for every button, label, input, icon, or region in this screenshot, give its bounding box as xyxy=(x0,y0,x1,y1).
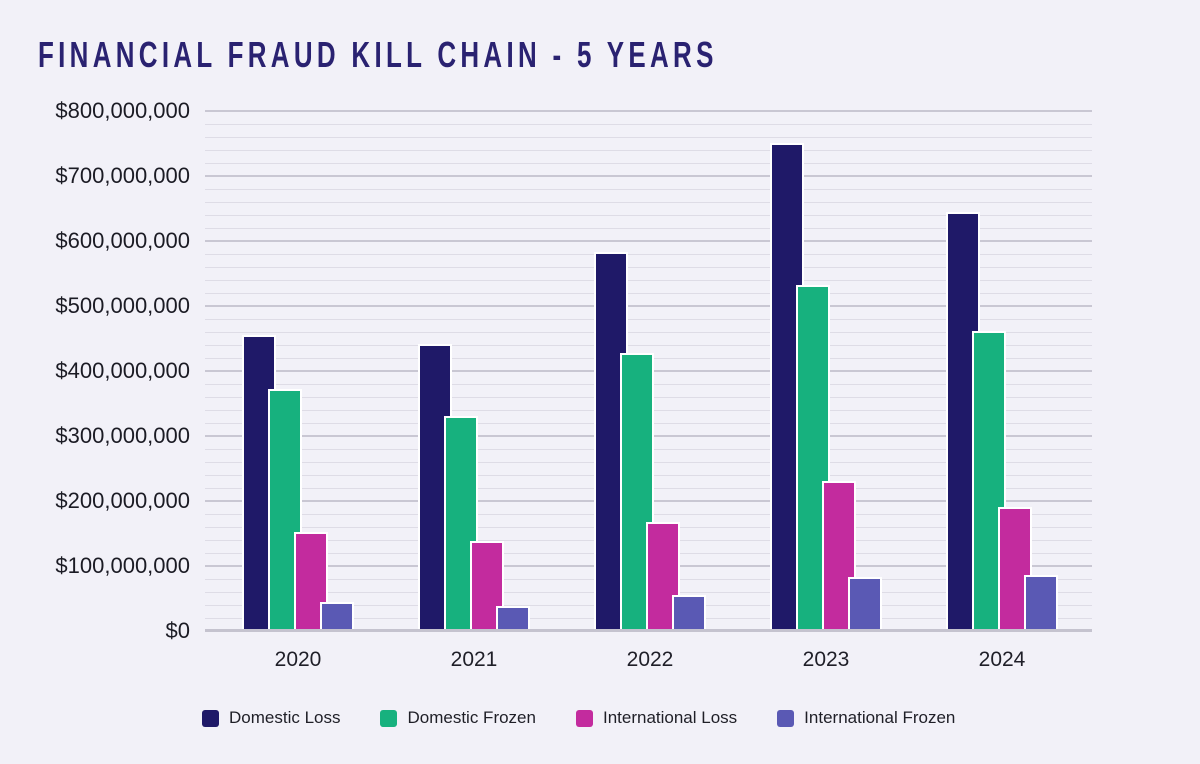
y-axis-tick-label: $300,000,000 xyxy=(55,423,190,448)
bar-international-frozen-2022 xyxy=(672,595,706,631)
bar-international-frozen-2021 xyxy=(496,606,530,631)
y-axis-tick-label: $600,000,000 xyxy=(55,228,190,253)
y-axis: $0 $100,000,000 $200,000,000 $300,000,000 $4… xyxy=(0,98,190,643)
legend-item-international-frozen: International Frozen xyxy=(777,708,955,728)
gridline-minor xyxy=(205,163,1092,164)
gridline-minor xyxy=(205,267,1092,268)
gridline-minor xyxy=(205,124,1092,125)
bar-international-frozen-2020 xyxy=(320,602,354,631)
legend-swatch-domestic-frozen xyxy=(380,709,398,727)
gridline-minor xyxy=(205,332,1092,333)
y-axis-tick-label: $400,000,000 xyxy=(55,358,190,383)
y-axis-tick-label: $200,000,000 xyxy=(55,488,190,513)
gridline-major xyxy=(205,175,1092,177)
x-axis-label-2024: 2024 xyxy=(978,648,1026,671)
legend-label: Domestic Frozen xyxy=(407,708,536,727)
bar-international-loss-2024 xyxy=(998,507,1032,631)
y-axis-tick-label: $100,000,000 xyxy=(55,553,190,578)
legend-label: International Loss xyxy=(602,708,738,727)
x-axis-label-2021: 2021 xyxy=(450,648,498,671)
y-axis-tick-label: $0 xyxy=(165,618,190,643)
page-title: FINANCIAL FRAUD KILL CHAIN - 5 YEARS xyxy=(38,34,718,75)
gridline-minor xyxy=(205,189,1092,190)
legend-swatch-international-loss xyxy=(575,709,593,727)
gridline-minor xyxy=(205,150,1092,151)
gridline-minor xyxy=(205,293,1092,294)
gridline-major xyxy=(205,305,1092,307)
gridline-minor xyxy=(205,345,1092,346)
chart-legend: Domestic Loss Domestic Frozen Internationa… xyxy=(202,708,955,728)
gridline-minor xyxy=(205,254,1092,255)
x-axis-label-2023: 2023 xyxy=(802,648,850,671)
gridline-minor xyxy=(205,319,1092,320)
x-axis-baseline xyxy=(205,629,1092,632)
gridline-minor xyxy=(205,202,1092,203)
gridline-minor xyxy=(205,280,1092,281)
gridline-major xyxy=(205,110,1092,112)
x-axis-label-2020: 2020 xyxy=(274,648,322,671)
bar-domestic-frozen-2021 xyxy=(444,416,478,631)
gridline-minor xyxy=(205,215,1092,216)
gridline-minor xyxy=(205,137,1092,138)
legend-swatch-domestic-loss xyxy=(202,709,219,727)
chart-plot-area xyxy=(205,110,1092,632)
legend-swatch-international-frozen xyxy=(777,709,795,727)
legend-label: International Frozen xyxy=(804,708,956,727)
x-axis: 2020 2021 2022 2023 2024 xyxy=(205,648,1092,678)
y-axis-tick-label: $800,000,000 xyxy=(55,98,190,123)
legend-label: Domestic Loss xyxy=(229,708,341,727)
legend-item-domestic-loss: Domestic Loss xyxy=(202,708,340,728)
y-axis-tick-label: $700,000,000 xyxy=(55,163,190,188)
x-axis-label-2022: 2022 xyxy=(626,648,674,671)
gridline-major xyxy=(205,240,1092,242)
gridline-minor xyxy=(205,228,1092,229)
legend-item-domestic-frozen: Domestic Frozen xyxy=(380,708,536,728)
y-axis-tick-label: $500,000,000 xyxy=(55,293,190,318)
bar-international-frozen-2023 xyxy=(848,577,882,631)
bar-international-frozen-2024 xyxy=(1024,575,1058,631)
legend-item-international-loss: International Loss xyxy=(575,708,738,728)
